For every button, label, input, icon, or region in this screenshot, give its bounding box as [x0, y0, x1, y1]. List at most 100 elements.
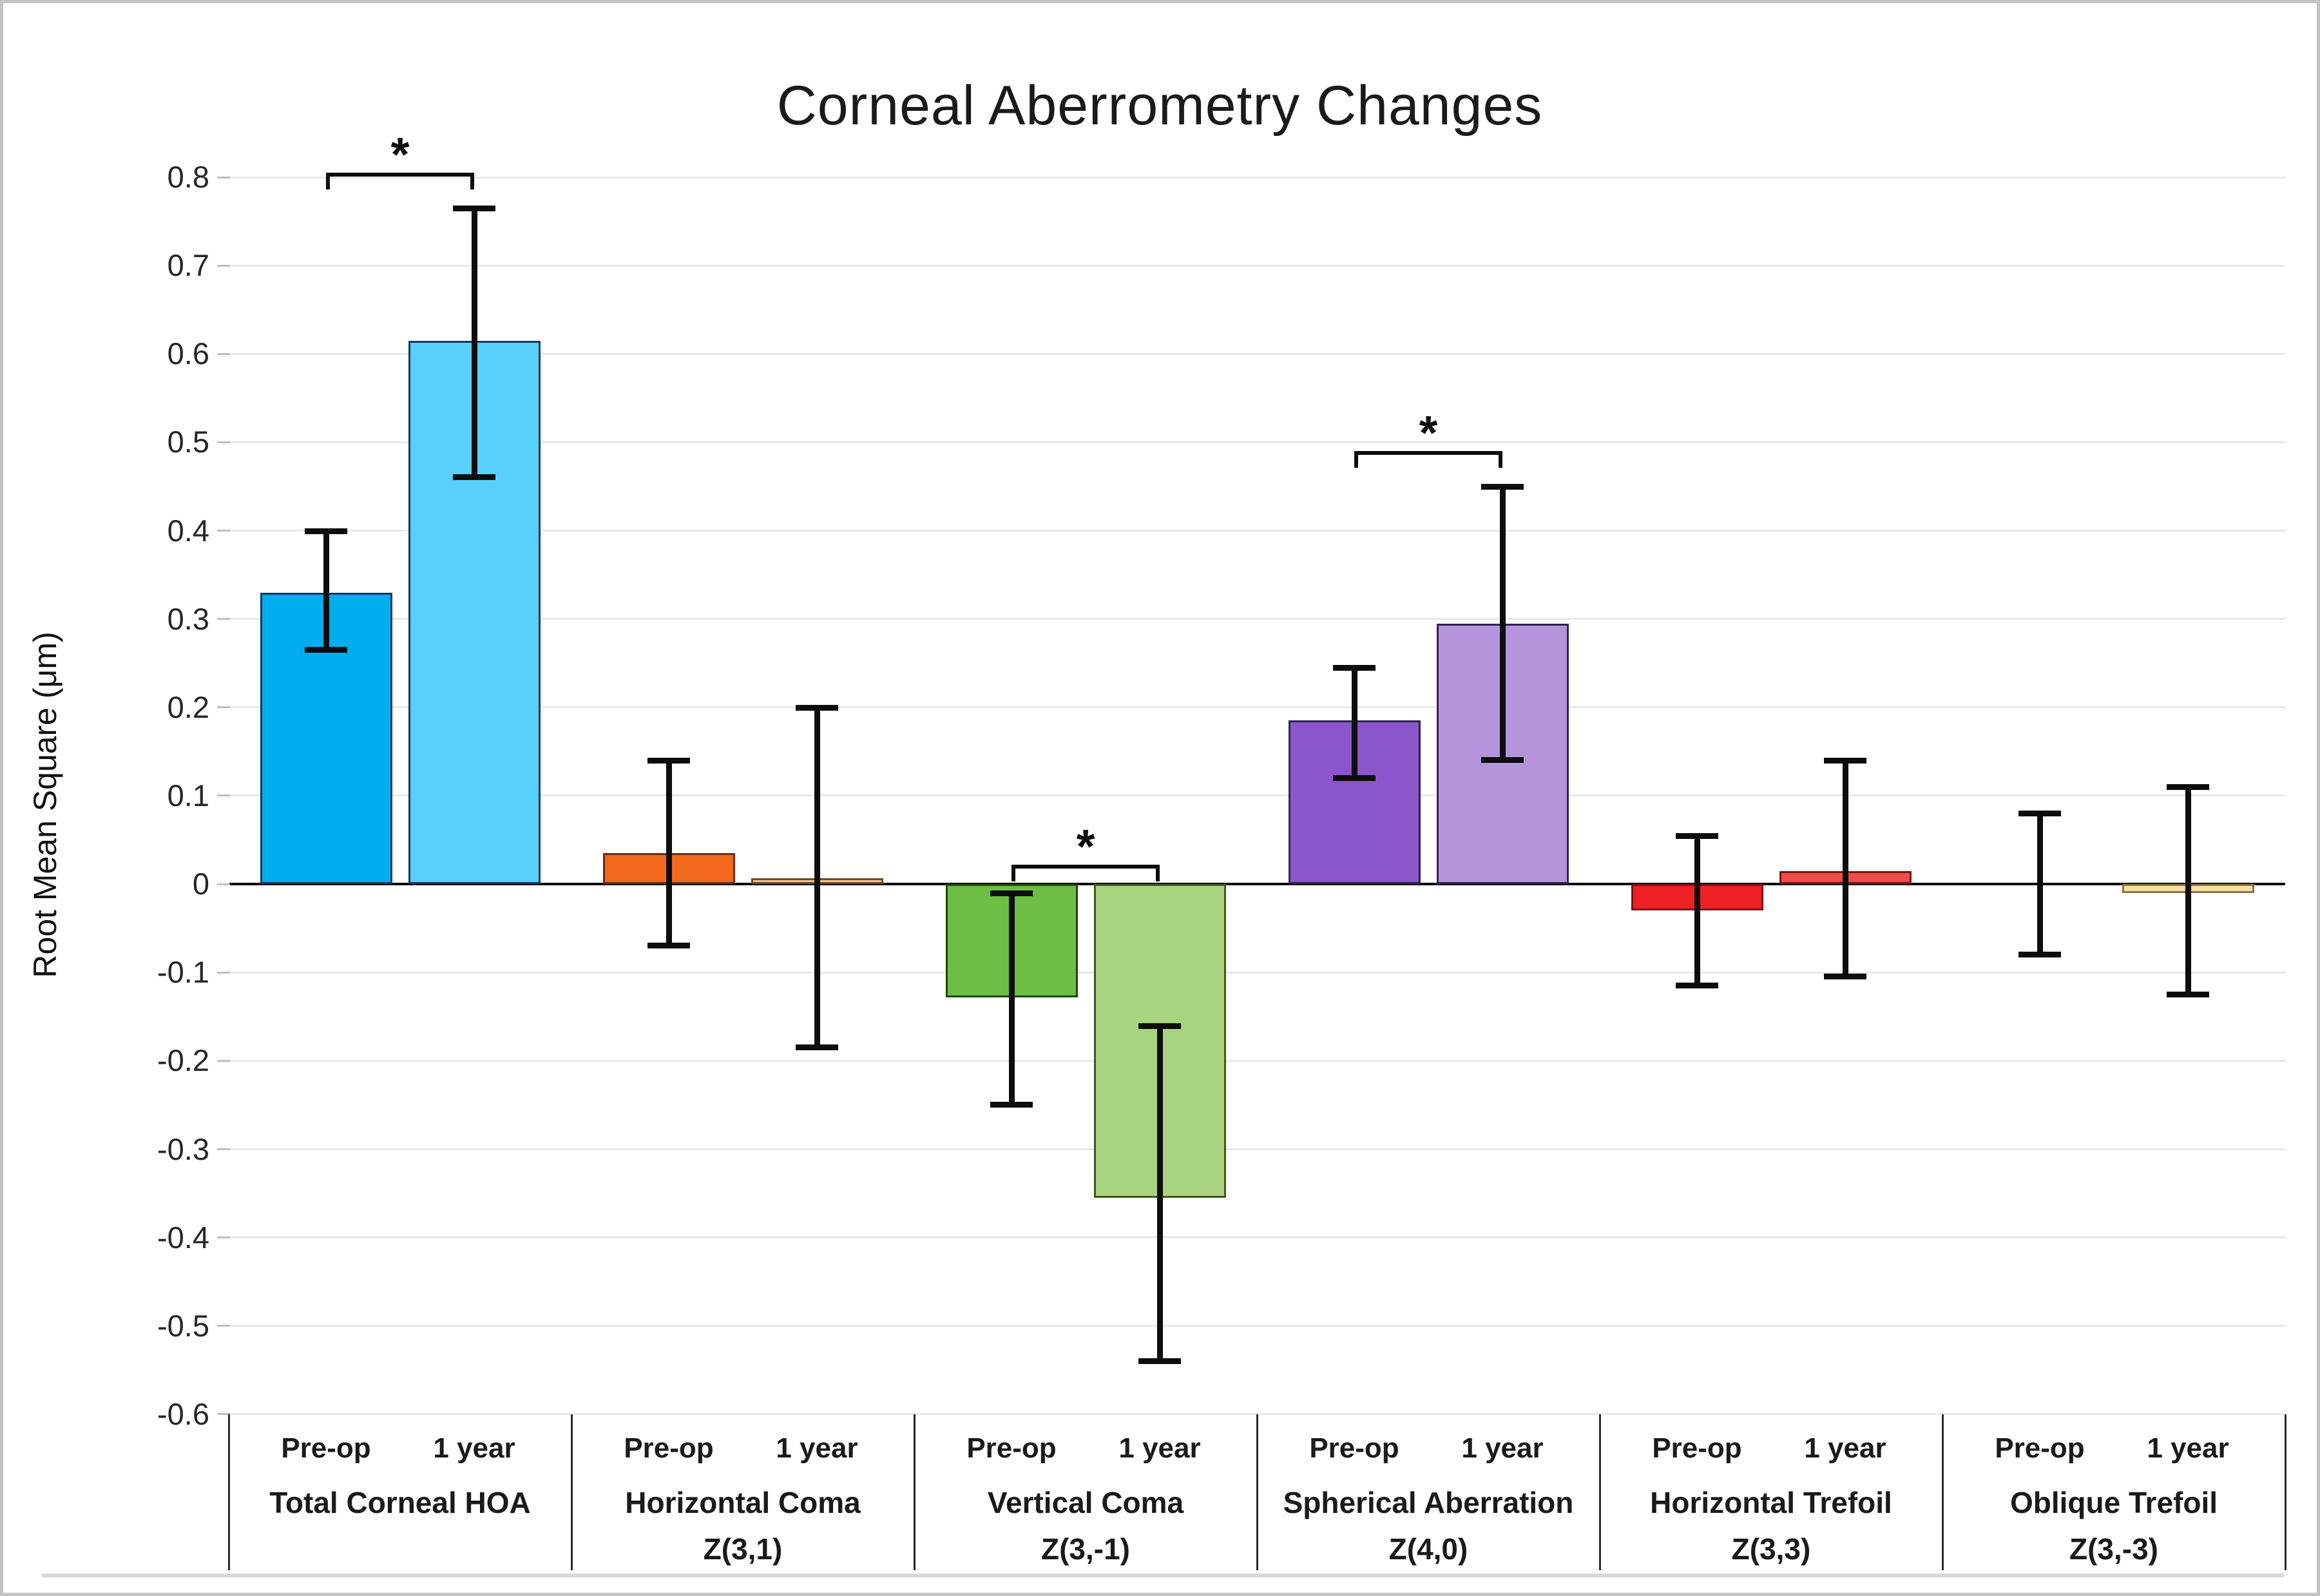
- y-tick-label: 0.1: [167, 778, 209, 812]
- y-tick-mark: [217, 794, 230, 797]
- error-bar-cap-top: [453, 205, 495, 211]
- significance-asterisk: *: [390, 128, 410, 182]
- error-bar-cap-top: [990, 890, 1033, 896]
- error-bar-cap-top: [1333, 665, 1376, 671]
- error-bar-cap-top: [2167, 784, 2209, 791]
- significance-asterisk: *: [1419, 406, 1438, 460]
- group-zernike: Z(3,-1): [1041, 1532, 1130, 1566]
- gridline: [229, 706, 2285, 709]
- significance-bracket: [1011, 864, 1160, 869]
- y-tick-label: 0.4: [167, 513, 209, 548]
- y-tick-label: -0.5: [157, 1308, 209, 1343]
- y-tick-mark: [217, 264, 230, 267]
- y-tick-mark: [217, 1059, 230, 1062]
- y-tick-mark: [217, 441, 230, 443]
- y-tick-mark: [217, 971, 230, 974]
- group-zernike: Z(4,0): [1388, 1532, 1468, 1566]
- error-bar-line: [666, 760, 672, 947]
- y-tick-mark: [217, 530, 230, 532]
- group-name: Vertical Coma: [987, 1486, 1184, 1519]
- category-divider: [2284, 1414, 2286, 1570]
- series-label: 1 year: [1461, 1432, 1544, 1464]
- error-bar-line: [323, 530, 329, 650]
- significance-bracket-tick: [326, 173, 330, 190]
- significance-bracket-tick: [1011, 864, 1015, 881]
- y-tick-label: 0.5: [167, 425, 209, 459]
- error-bar-cap-bottom: [2167, 991, 2209, 997]
- significance-bracket: [1354, 451, 1502, 456]
- y-tick-mark: [217, 1413, 230, 1416]
- group-zernike: Z(3,1): [703, 1532, 783, 1566]
- error-bar-cap-bottom: [453, 474, 495, 481]
- error-bar-cap-top: [1824, 758, 1866, 764]
- gridline: [229, 794, 2285, 797]
- error-bar-cap-top: [647, 758, 690, 764]
- chart-title: Corneal Aberrometry Changes: [776, 75, 1543, 137]
- error-bar-line: [1842, 760, 1848, 977]
- gridline: [229, 618, 2285, 620]
- error-bar-cap-top: [2018, 811, 2061, 817]
- series-label: Pre-op: [1309, 1432, 1399, 1464]
- gridline: [229, 971, 2285, 974]
- error-bar-line: [471, 207, 477, 478]
- error-bar-cap-bottom: [1676, 982, 1718, 988]
- y-tick-label: -0.4: [157, 1220, 209, 1255]
- category-divider: [570, 1414, 573, 1570]
- y-tick-label: 0.7: [167, 248, 209, 283]
- gridline: [229, 1059, 2285, 1062]
- gridline: [229, 530, 2285, 532]
- error-bar-cap-top: [1481, 483, 1524, 490]
- group-zernike: Z(3,-3): [2069, 1532, 2158, 1566]
- gridline: [229, 264, 2285, 267]
- y-tick-label: -0.6: [157, 1396, 209, 1431]
- error-bar-cap-bottom: [1333, 774, 1376, 781]
- error-bar-line: [1351, 668, 1357, 778]
- category-divider: [1941, 1414, 1944, 1570]
- significance-bracket: [326, 173, 474, 177]
- series-label: Pre-op: [966, 1432, 1057, 1464]
- category-divider: [227, 1414, 230, 1570]
- error-bar-cap-bottom: [796, 1044, 838, 1050]
- error-bar-cap-top: [1138, 1023, 1181, 1029]
- series-label: 1 year: [776, 1432, 858, 1464]
- y-tick-mark: [217, 1148, 230, 1151]
- significance-bracket-tick: [1156, 864, 1160, 881]
- y-tick-label: 0.8: [167, 160, 209, 194]
- y-tick-mark: [217, 706, 230, 709]
- series-label: 1 year: [433, 1432, 515, 1464]
- group-name: Total Corneal HOA: [269, 1486, 531, 1519]
- error-bar-cap-bottom: [647, 943, 690, 949]
- error-bar-cap-bottom: [2018, 951, 2061, 957]
- series-label: Pre-op: [624, 1432, 714, 1464]
- group-name: Horizontal Coma: [625, 1486, 861, 1519]
- error-bar-line: [814, 707, 820, 1048]
- gridline: [229, 1236, 2285, 1239]
- y-axis-title: Root Mean Square (μm): [27, 631, 63, 978]
- error-bar-cap-bottom: [1138, 1358, 1181, 1364]
- gridline: [229, 1148, 2285, 1151]
- y-tick-mark: [217, 176, 230, 178]
- category-divider: [1256, 1414, 1258, 1570]
- significance-bracket-tick: [1499, 451, 1502, 468]
- gridline: [229, 352, 2285, 355]
- error-bar-line: [1156, 1025, 1163, 1361]
- error-bar-line: [2037, 813, 2043, 955]
- significance-asterisk: *: [1076, 819, 1095, 873]
- error-bar-line: [1499, 486, 1506, 761]
- gridline: [229, 441, 2285, 443]
- y-tick-label: 0.3: [167, 601, 209, 636]
- error-bar-cap-top: [796, 704, 838, 711]
- series-label: Pre-op: [1652, 1432, 1742, 1464]
- y-tick-label: 0: [192, 867, 209, 901]
- error-bar-line: [1694, 835, 1700, 986]
- series-label: Pre-op: [281, 1432, 371, 1464]
- series-label: Pre-op: [1995, 1432, 2085, 1464]
- series-label: 1 year: [1118, 1432, 1201, 1464]
- y-tick-label: 0.2: [167, 689, 209, 724]
- gridline: [229, 1413, 2285, 1416]
- significance-bracket-tick: [1354, 451, 1358, 468]
- gridline: [229, 1325, 2285, 1327]
- category-divider: [1598, 1414, 1601, 1570]
- error-bar-line: [2185, 787, 2191, 995]
